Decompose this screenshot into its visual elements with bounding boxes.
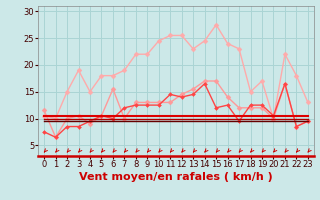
X-axis label: Vent moyen/en rafales ( km/h ): Vent moyen/en rafales ( km/h ) [79,172,273,182]
